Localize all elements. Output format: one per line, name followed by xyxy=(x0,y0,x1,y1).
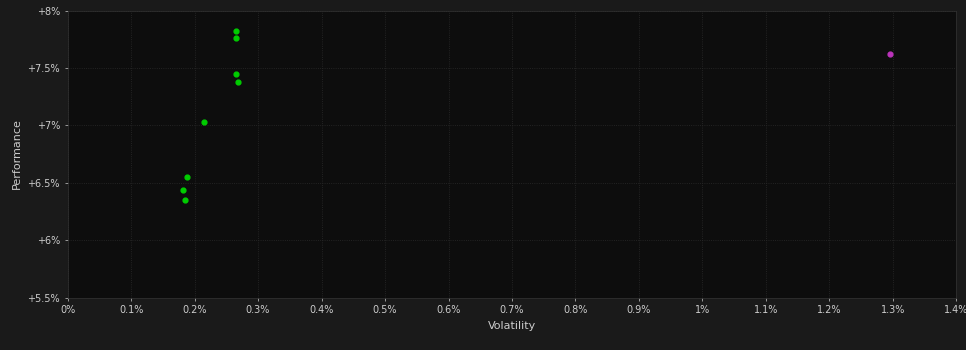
Point xyxy=(176,187,191,192)
Point xyxy=(228,28,243,34)
Point xyxy=(180,174,195,180)
Y-axis label: Performance: Performance xyxy=(12,119,22,189)
Point xyxy=(882,51,897,57)
X-axis label: Volatility: Volatility xyxy=(488,321,536,331)
Point xyxy=(196,119,212,125)
Point xyxy=(228,71,243,76)
Point xyxy=(178,197,193,203)
Point xyxy=(230,79,245,84)
Point xyxy=(228,35,243,41)
